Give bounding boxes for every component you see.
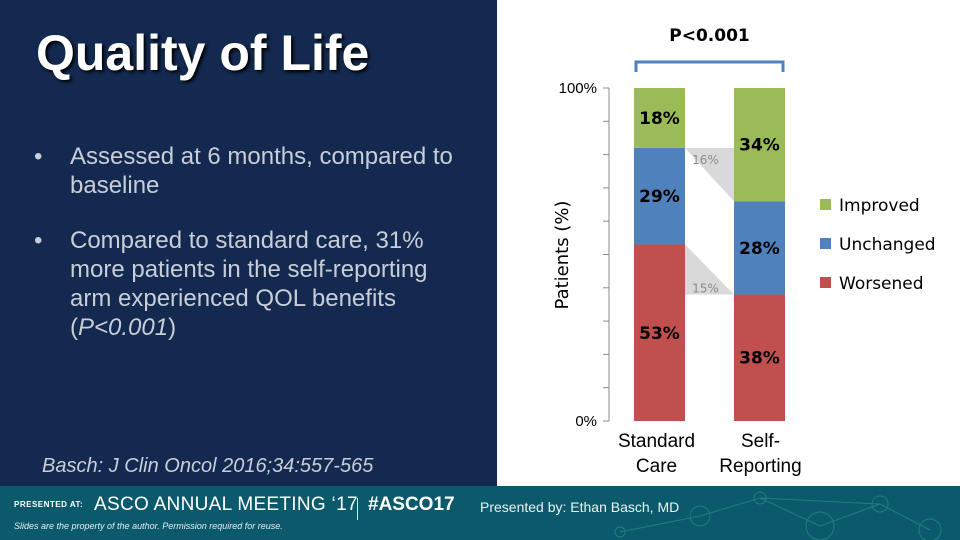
meeting-name: ASCO ANNUAL MEETING ‘17 xyxy=(94,494,358,515)
x-category-label: Standard xyxy=(618,431,695,452)
significance-label: P<0.001 xyxy=(669,26,749,46)
bullet-item: • Compared to standard care, 31% more pa… xyxy=(34,226,474,342)
legend-swatch-unchanged xyxy=(820,238,831,249)
chart-panel: 100% 0% Patients (%) 16% 15% 53% 29% 18% Standar… xyxy=(497,0,960,486)
footer-bar: PRESENTED AT: ASCO ANNUAL MEETING ‘17 #A… xyxy=(0,486,960,540)
hashtag: #ASCO17 xyxy=(368,494,455,515)
bar-segment-unchanged xyxy=(634,147,685,245)
data-label: 18% xyxy=(639,109,680,129)
bullet-pvalue: P<0.001 xyxy=(78,314,169,341)
stacked-bar-chart: 100% 0% Patients (%) 16% 15% 53% 29% 18% Standar… xyxy=(552,26,936,477)
footer-network-decoration xyxy=(614,491,942,540)
connector-worsened xyxy=(685,244,734,295)
bullet-marker: • xyxy=(34,227,43,254)
significance-bracket xyxy=(634,60,785,72)
x-category-label: Self- xyxy=(741,431,780,452)
bar-segment-unchanged xyxy=(734,201,785,295)
connector-improved xyxy=(685,147,734,202)
bullet-marker: • xyxy=(34,143,43,170)
connector-label: 15% xyxy=(692,281,719,295)
bullet-text: Assessed at 6 months, compared to baseli… xyxy=(70,143,453,199)
legend-swatch-worsened xyxy=(820,277,831,288)
connector-label: 16% xyxy=(692,153,719,167)
data-label: 28% xyxy=(739,239,780,259)
citation: Basch: J Clin Oncol 2016;34:557-565 xyxy=(42,455,374,477)
bullet-list: • Assessed at 6 months, compared to base… xyxy=(34,142,474,368)
bar-segment-worsened xyxy=(634,244,685,421)
legend-label-worsened: Worsened xyxy=(839,274,924,294)
bar-segment-improved xyxy=(734,88,785,202)
slide-title: Quality of Life xyxy=(36,25,370,81)
bar-segment-improved xyxy=(634,88,685,148)
x-category-label: Care xyxy=(636,456,677,477)
bullet-item: • Assessed at 6 months, compared to base… xyxy=(34,142,474,200)
footer-divider xyxy=(357,498,358,520)
bar-segment-worsened xyxy=(734,294,785,421)
y-tick-label-0: 0% xyxy=(575,413,597,430)
y-tick-label-100: 100% xyxy=(559,80,597,97)
data-label: 38% xyxy=(739,349,780,369)
data-label: 53% xyxy=(639,324,680,344)
data-label: 29% xyxy=(639,187,680,207)
x-category-label: Reporting xyxy=(719,456,801,477)
legend-swatch-improved xyxy=(820,199,831,210)
y-axis-title: Patients (%) xyxy=(552,201,573,310)
data-label: 34% xyxy=(739,136,780,156)
bullet-text: Compared to standard care, 31% more pati… xyxy=(70,227,428,341)
legend-label-improved: Improved xyxy=(839,196,920,216)
bullet-text-main: Compared to standard care, 31% more pati… xyxy=(70,227,428,341)
presenter: Presented by: Ethan Basch, MD xyxy=(480,499,680,515)
presented-at-label: PRESENTED AT: xyxy=(14,500,84,509)
legend-label-unchanged: Unchanged xyxy=(839,235,936,255)
disclaimer: Slides are the property of the author. P… xyxy=(14,521,283,531)
